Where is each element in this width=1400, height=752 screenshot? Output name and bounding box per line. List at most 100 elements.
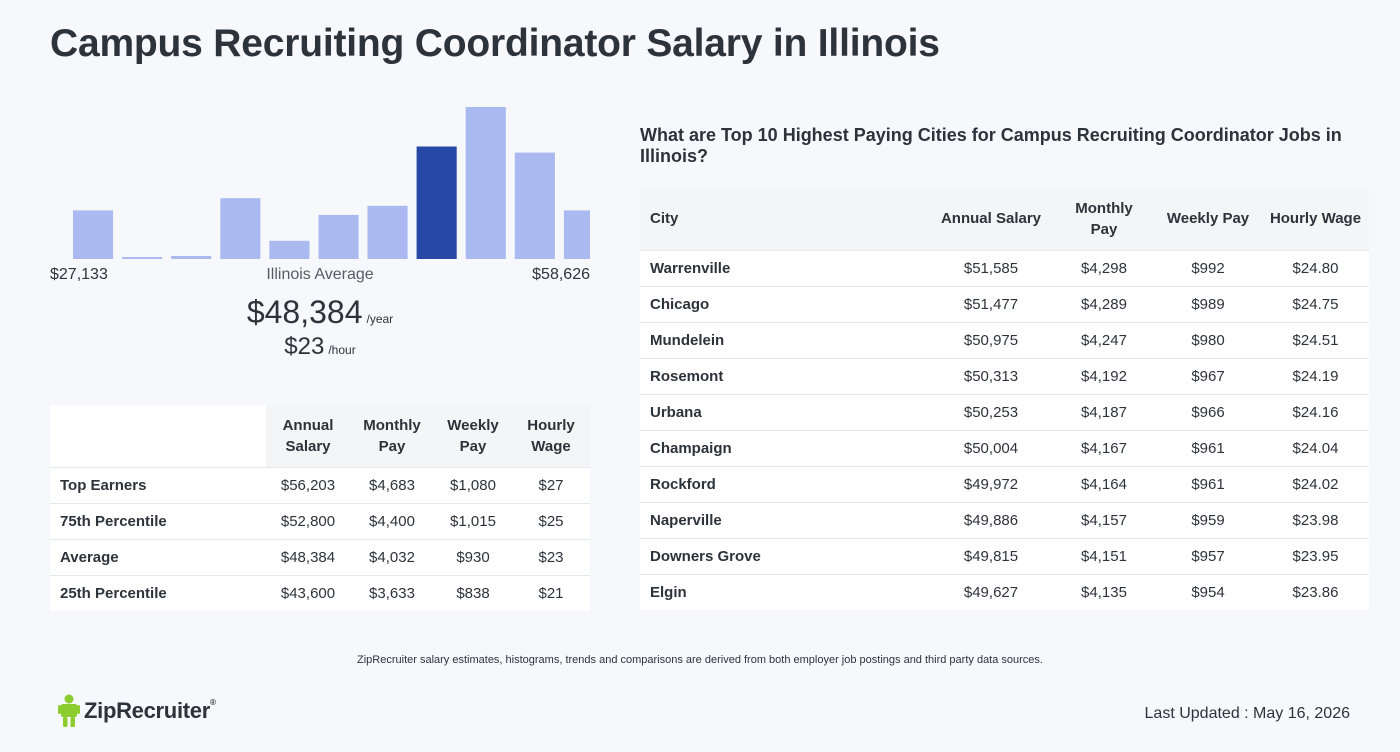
histogram-bar [220, 198, 261, 259]
city-cell: $4,135 [1054, 573, 1154, 610]
city-row: Chicago $51,477 $4,289 $989 $24.75 [640, 285, 1369, 322]
city-row-label: Urbana [640, 393, 928, 430]
city-cell: $954 [1154, 573, 1262, 610]
percentile-cell: $27 [512, 466, 590, 503]
city-row-label: Rosemont [640, 357, 928, 394]
city-cell: $24.51 [1262, 321, 1369, 358]
city-row: Elgin $49,627 $4,135 $954 $23.86 [640, 573, 1369, 610]
city-row-label: Rockford [640, 465, 928, 502]
percentile-cell: $48,384 [266, 538, 350, 575]
city-header-2: Monthly Pay [1054, 188, 1154, 250]
city-cell: $49,972 [928, 465, 1054, 502]
city-cell: $4,289 [1054, 285, 1154, 322]
histogram-svg [73, 107, 590, 259]
city-cell: $989 [1154, 285, 1262, 322]
city-cell: $50,004 [928, 429, 1054, 466]
city-cell: $4,298 [1054, 249, 1154, 286]
city-cell: $4,187 [1054, 393, 1154, 430]
histogram-bar [514, 152, 555, 259]
histogram-bar-average [416, 146, 457, 259]
percentile-cell: $21 [512, 574, 590, 611]
city-cell: $24.75 [1262, 285, 1369, 322]
average-salary-block: $48,384/year $23/hour [50, 294, 590, 361]
histogram-center-label: Illinois Average [266, 266, 374, 283]
city-cell: $24.16 [1262, 393, 1369, 430]
percentile-header-2: Monthly Pay [350, 405, 434, 467]
percentile-row: Top Earners $56,203 $4,683 $1,080 $27 [50, 466, 590, 503]
city-cell: $961 [1154, 429, 1262, 466]
percentile-header-0 [50, 405, 266, 467]
city-cell: $4,157 [1054, 501, 1154, 538]
histogram-bar [367, 205, 408, 259]
percentile-cell: $52,800 [266, 502, 350, 539]
percentile-header-3: Weekly Pay [434, 405, 512, 467]
percentile-row-label: 75th Percentile [50, 502, 266, 539]
city-header-0: City [640, 188, 928, 250]
city-cell: $959 [1154, 501, 1262, 538]
ziprecruiter-logo[interactable]: ZipRecruiter® [58, 694, 216, 728]
city-cell: $49,886 [928, 501, 1054, 538]
city-cell: $961 [1154, 465, 1262, 502]
city-cell: $992 [1154, 249, 1262, 286]
city-row: Mundelein $50,975 $4,247 $980 $24.51 [640, 321, 1369, 358]
top-cities-table: City Annual Salary Monthly Pay Weekly Pay Ho… [640, 188, 1369, 610]
city-cell: $4,151 [1054, 537, 1154, 574]
percentile-cell: $4,683 [350, 466, 434, 503]
percentile-row: Average $48,384 $4,032 $930 $23 [50, 538, 590, 575]
city-cell: $967 [1154, 357, 1262, 394]
city-row-label: Naperville [640, 501, 928, 538]
ziprecruiter-icon [58, 694, 80, 727]
city-cell: $966 [1154, 393, 1262, 430]
city-cell: $50,975 [928, 321, 1054, 358]
city-cell: $980 [1154, 321, 1262, 358]
histogram-min-label: $27,133 [50, 266, 108, 283]
percentile-row: 75th Percentile $52,800 $4,400 $1,015 $25 [50, 502, 590, 539]
city-cell: $957 [1154, 537, 1262, 574]
percentile-cell: $25 [512, 502, 590, 539]
percentile-header-4: Hourly Wage [512, 405, 590, 467]
percentile-cell: $1,080 [434, 466, 512, 503]
percentile-row-label: 25th Percentile [50, 574, 266, 611]
histogram-bar [465, 107, 506, 259]
city-row-label: Chicago [640, 285, 928, 322]
city-cell: $24.04 [1262, 429, 1369, 466]
average-hourly-unit: /hour [328, 343, 356, 357]
city-header-1: Annual Salary [928, 188, 1054, 250]
city-row: Rosemont $50,313 $4,192 $967 $24.19 [640, 357, 1369, 394]
city-row: Downers Grove $49,815 $4,151 $957 $23.95 [640, 537, 1369, 574]
city-cell: $24.19 [1262, 357, 1369, 394]
histogram-bar [318, 214, 359, 259]
percentile-row: 25th Percentile $43,600 $3,633 $838 $21 [50, 574, 590, 611]
city-header-3: Weekly Pay [1154, 188, 1262, 250]
percentile-table: Annual Salary Monthly Pay Weekly Pay Hourly… [50, 405, 590, 611]
percentile-cell: $23 [512, 538, 590, 575]
city-cell: $4,247 [1054, 321, 1154, 358]
logo-wordmark: ZipRecruiter® [84, 698, 216, 724]
percentile-cell: $4,400 [350, 502, 434, 539]
logo-text: ZipRecruiter [84, 698, 210, 723]
city-row-label: Elgin [640, 573, 928, 610]
disclaimer: ZipRecruiter salary estimates, histogram… [357, 654, 1043, 666]
city-cell: $49,627 [928, 573, 1054, 610]
city-cell: $50,313 [928, 357, 1054, 394]
city-cell: $4,164 [1054, 465, 1154, 502]
salary-histogram [50, 100, 590, 262]
histogram-max-label: $58,626 [532, 266, 590, 283]
city-cell: $24.02 [1262, 465, 1369, 502]
city-cell: $23.86 [1262, 573, 1369, 610]
city-row-label: Mundelein [640, 321, 928, 358]
city-row-label: Champaign [640, 429, 928, 466]
percentile-cell: $4,032 [350, 538, 434, 575]
percentile-cell: $43,600 [266, 574, 350, 611]
city-row: Urbana $50,253 $4,187 $966 $24.16 [640, 393, 1369, 430]
city-cell: $23.95 [1262, 537, 1369, 574]
city-cell: $4,167 [1054, 429, 1154, 466]
average-annual: $48,384/year [50, 294, 590, 331]
city-cell: $49,815 [928, 537, 1054, 574]
percentile-header-1: Annual Salary [266, 405, 350, 467]
histogram-bar [269, 240, 310, 259]
city-row: Champaign $50,004 $4,167 $961 $24.04 [640, 429, 1369, 466]
percentile-cell: $3,633 [350, 574, 434, 611]
percentile-cell: $930 [434, 538, 512, 575]
histogram-bar [171, 256, 212, 259]
